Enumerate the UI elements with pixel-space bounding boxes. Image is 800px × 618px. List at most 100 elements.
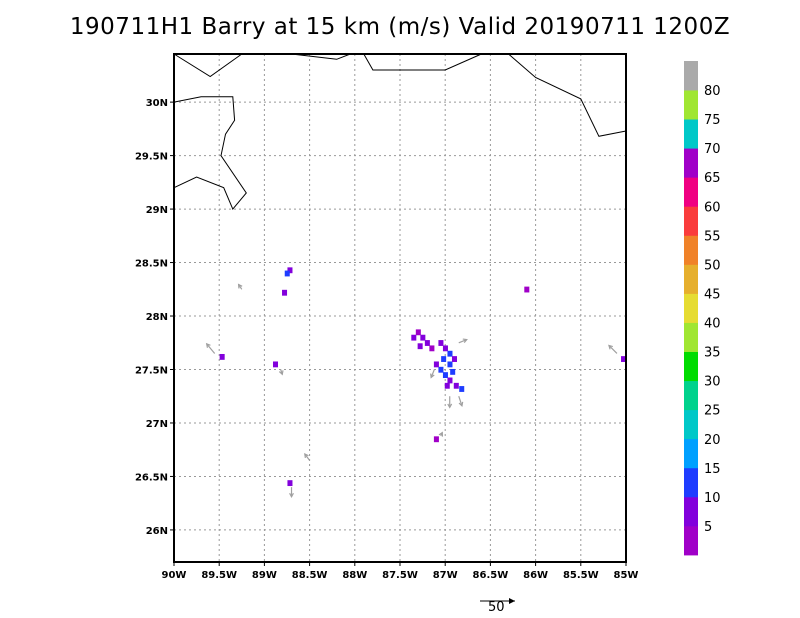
coastline [173, 53, 243, 78]
colorbar-swatch [684, 264, 698, 294]
colorbar-label: 20 [704, 433, 721, 448]
gridlines [174, 54, 626, 562]
wind-vector-shaft [458, 396, 463, 407]
colorbar-swatch [684, 351, 698, 382]
wind-cell [451, 356, 457, 362]
wind-cell [424, 340, 430, 346]
lon-tick-label: 86.5W [473, 570, 509, 581]
wind-cell [444, 382, 450, 389]
colorbar-label: 60 [704, 200, 721, 215]
colorbar-swatch [684, 322, 698, 352]
wind-cell [459, 386, 465, 392]
wind-vector-shaft [458, 339, 467, 344]
wind-vector-shaft [206, 343, 216, 354]
colorbar-swatch [684, 525, 698, 556]
coastlines [173, 53, 627, 211]
wind-vector-head [458, 401, 464, 408]
colorbar-label: 65 [704, 171, 721, 186]
wind-cell [411, 334, 417, 341]
lat-tick-label: 29N [146, 205, 168, 216]
lat-tick-label: 30N [146, 98, 168, 109]
colorbar-label: 35 [704, 346, 721, 361]
wind-vector-shaft [304, 453, 311, 461]
wind-vector [430, 369, 435, 379]
colorbar-swatch [684, 467, 698, 498]
wind-cell [438, 340, 444, 346]
wind-vector [205, 342, 216, 354]
lon-tick-label: 86W [523, 570, 548, 581]
colorbar-label: 25 [704, 404, 721, 419]
lon-tick-label: 85W [614, 570, 639, 581]
wind-vector [304, 452, 311, 461]
wind-cell [621, 356, 627, 362]
wind-vector-shaft [608, 345, 618, 354]
vector-scale-arrow [480, 598, 515, 604]
wind-vector-head [430, 373, 435, 379]
wind-cell [442, 372, 448, 379]
colorbar-label: 80 [704, 84, 721, 99]
wind-vector-head [237, 283, 243, 289]
colorbar-label: 70 [704, 142, 721, 157]
lon-tick-label: 89W [252, 570, 277, 581]
coastline [508, 53, 627, 137]
wind-vector-head [438, 431, 444, 437]
colorbar-label: 50 [704, 258, 721, 273]
lon-tick-label: 87.5W [382, 570, 418, 581]
colorbar-swatch [684, 380, 698, 411]
wind-cell [524, 286, 530, 293]
wind-vector [237, 283, 243, 290]
wind-vector-head [304, 452, 309, 459]
wind-cell [450, 368, 456, 375]
wind-cell [438, 366, 444, 373]
wind-vector-head [289, 492, 294, 498]
colorbar-swatch [684, 293, 698, 323]
colorbar-swatch [684, 496, 698, 527]
wind-cell [287, 267, 293, 274]
colorbar-label: 45 [704, 287, 721, 302]
wind-cell [282, 289, 288, 296]
lat-tick-label: 27.5N [135, 365, 168, 376]
coastline [291, 53, 351, 60]
wind-cell [284, 270, 290, 277]
wind-vector [438, 431, 444, 437]
colorbar-swatch [684, 61, 698, 91]
lat-tick-label: 26N [146, 526, 168, 537]
wind-cell [447, 377, 453, 384]
colorbar-swatch [684, 409, 698, 440]
colorbar-label: 40 [704, 317, 721, 332]
wind-vector-head [447, 403, 453, 409]
colorbar-label: 10 [704, 491, 721, 506]
wind-vectors [205, 283, 618, 498]
lat-tick-label: 28N [146, 312, 168, 323]
colorbar-label: 30 [704, 375, 721, 390]
coastline [363, 53, 482, 71]
lon-tick-label: 90W [162, 570, 187, 581]
colorbar-swatch [684, 235, 698, 265]
map-title: 190711H1 Barry at 15 km (m/s) Valid 2019… [69, 14, 731, 40]
colorbar: 5 10 15 20 25 30 35 40 45 50 55 60 65 70 75 80 [684, 61, 721, 556]
wind-cell [453, 382, 459, 389]
wind-vector-head [462, 338, 468, 344]
wind-vector-shaft [430, 369, 435, 378]
wind-cell [287, 480, 293, 487]
lon-tick-label: 88.5W [292, 570, 328, 581]
wind-cell [447, 361, 453, 368]
wind-cell [415, 329, 421, 336]
lon-tick-label: 89.5W [201, 570, 237, 581]
colorbar-label: 75 [704, 113, 721, 128]
colorbar-swatch [684, 438, 698, 469]
colorbar-swatch [684, 90, 698, 120]
lon-tick-label: 88W [342, 570, 367, 581]
colorbar-swatch [684, 206, 698, 236]
colorbar-label: 55 [704, 229, 721, 244]
lat-tick-label: 29.5N [135, 152, 168, 163]
vector-scale-label: 50 [488, 600, 505, 615]
wind-cell [420, 334, 426, 341]
lat-tick-label: 27N [146, 419, 168, 430]
wind-vector [608, 344, 618, 354]
wind-cell [441, 356, 447, 362]
wind-cell [442, 345, 448, 352]
lon-tick-label: 85.5W [563, 570, 599, 581]
colorbar-label: 5 [704, 520, 712, 535]
